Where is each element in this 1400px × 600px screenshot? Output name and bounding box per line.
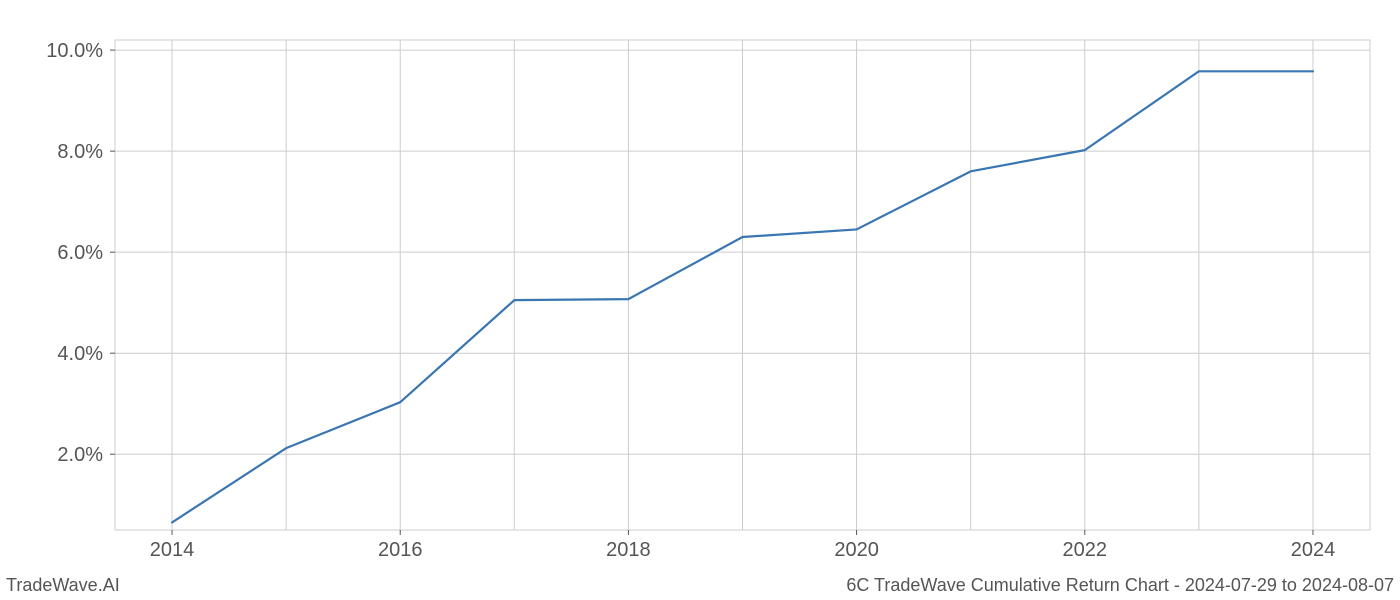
y-tick-label: 2.0%	[57, 444, 103, 466]
chart-container: 2.0% 4.0% 6.0% 8.0% 10.0% 2014 2016 2018 2020 202…	[0, 0, 1400, 600]
x-tick-label: 2020	[834, 539, 879, 561]
y-tick-label: 4.0%	[57, 343, 103, 365]
x-tick-label: 2016	[378, 539, 423, 561]
x-tick-label: 2024	[1291, 539, 1336, 561]
x-tick-label: 2014	[150, 539, 195, 561]
footer-caption: 6C TradeWave Cumulative Return Chart - 2…	[846, 575, 1394, 596]
x-tick-label: 2018	[606, 539, 651, 561]
x-tick-label: 2022	[1063, 539, 1108, 561]
line-chart: 2.0% 4.0% 6.0% 8.0% 10.0% 2014 2016 2018 2020 202…	[0, 0, 1400, 600]
y-tick-label: 10.0%	[46, 40, 103, 62]
y-tick-label: 8.0%	[57, 141, 103, 163]
y-tick-label: 6.0%	[57, 242, 103, 264]
footer-brand: TradeWave.AI	[6, 575, 120, 596]
